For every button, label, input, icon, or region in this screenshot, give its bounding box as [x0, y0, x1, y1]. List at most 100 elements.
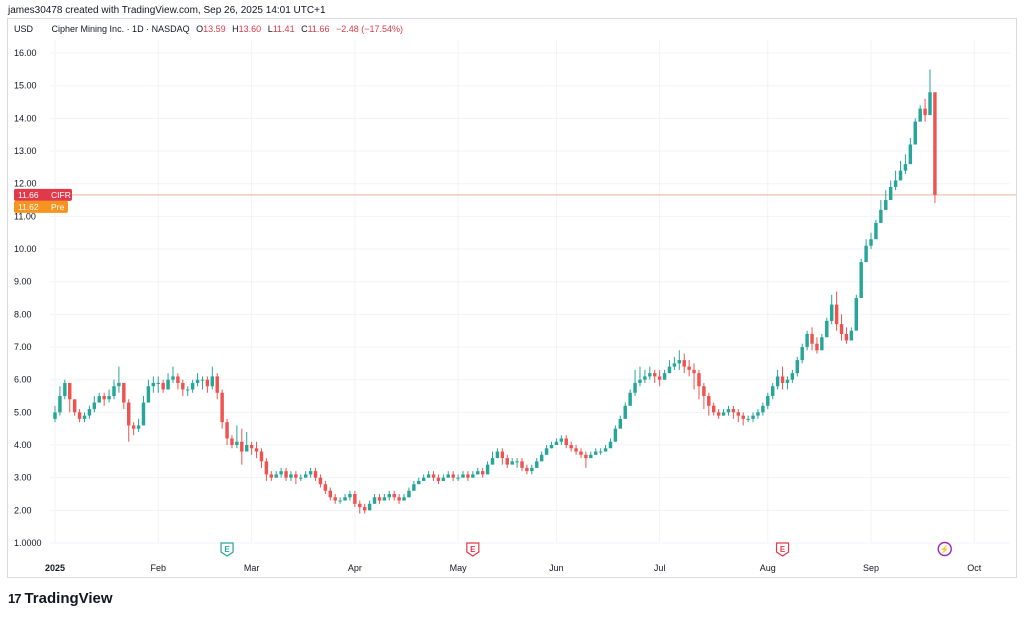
- x-tick-label: 2025: [45, 563, 65, 573]
- candle-body: [864, 245, 868, 263]
- candle-body: [362, 507, 367, 511]
- candle-body: [397, 497, 401, 501]
- candle-body: [702, 386, 706, 397]
- candle-body: [608, 441, 613, 449]
- candle-body: [151, 382, 156, 387]
- candle-body: [156, 382, 160, 384]
- candle-body: [564, 438, 568, 446]
- candle-body: [903, 164, 908, 171]
- candle-body: [284, 471, 288, 478]
- candle-body: [859, 262, 863, 299]
- candle-body: [874, 222, 878, 240]
- symbol-legend: USD Cipher Mining Inc. · 1D · NASDAQ O13…: [14, 24, 403, 34]
- candle-body: [82, 415, 87, 419]
- y-tick-label: 7.00: [14, 342, 32, 352]
- candle-body: [303, 474, 308, 478]
- y-tick-label: 8.00: [14, 309, 32, 319]
- brand-name: TradingView: [24, 590, 113, 607]
- candle-body: [426, 474, 431, 478]
- y-tick-label: 6.00: [14, 375, 32, 385]
- x-tick-label: May: [450, 563, 468, 573]
- currency-label: USD: [14, 24, 34, 34]
- last-price-value: 11.66: [18, 190, 39, 200]
- candle-body: [279, 471, 283, 475]
- candle-body: [377, 497, 382, 501]
- candle-body: [451, 474, 455, 478]
- candle-body: [353, 494, 357, 504]
- candle-body: [313, 471, 318, 478]
- candle-body: [431, 474, 436, 478]
- candle-body: [815, 343, 819, 351]
- candle-body: [136, 425, 141, 429]
- y-tick-label: 3.00: [14, 473, 32, 483]
- candle-body: [525, 467, 529, 472]
- candle-body: [510, 461, 514, 465]
- candle-body: [225, 422, 229, 439]
- candle-body: [500, 451, 505, 459]
- candle-body: [692, 369, 696, 374]
- tradingview-logo-icon: 17: [8, 591, 22, 606]
- dividend-event-label: E: [224, 545, 230, 554]
- candle-body: [77, 412, 82, 419]
- candle-body: [707, 396, 711, 406]
- low-label: L: [267, 24, 273, 34]
- y-tick-label: 2.00: [14, 505, 32, 515]
- candle-body: [318, 477, 323, 485]
- earnings-event-label: E: [780, 545, 786, 554]
- creator-line: james30478 created with TradingView.com,…: [8, 5, 326, 16]
- candle-body: [72, 399, 77, 413]
- candle-body: [495, 451, 500, 459]
- candle-body: [264, 461, 269, 475]
- earnings-event-icon: [466, 542, 480, 557]
- candle-body: [367, 503, 372, 511]
- candle-body: [584, 454, 588, 459]
- candle-body: [476, 471, 480, 475]
- candle-body: [879, 209, 883, 223]
- candle-body: [849, 330, 854, 341]
- candle-body: [854, 298, 858, 331]
- candle-body: [613, 428, 618, 442]
- candle-body: [682, 360, 686, 367]
- candle-body: [697, 373, 701, 387]
- candle-body: [638, 379, 642, 383]
- y-tick-label: 10.00: [14, 244, 37, 254]
- candle-body: [141, 402, 146, 426]
- candle-body: [869, 239, 873, 246]
- candle-body: [161, 382, 165, 390]
- earnings-event-label: E: [470, 545, 476, 554]
- candle-body: [176, 376, 180, 383]
- last-price-symbol: CIFR: [51, 190, 71, 200]
- candle-body: [122, 382, 126, 403]
- candle-body: [53, 412, 57, 419]
- candle-body: [893, 180, 898, 187]
- candle-body: [888, 186, 893, 201]
- candle-body: [746, 418, 750, 420]
- candle-body: [589, 454, 593, 459]
- candle-body: [884, 200, 888, 210]
- high-label: H: [232, 24, 239, 34]
- candle-body: [456, 477, 460, 479]
- candle-body: [328, 490, 333, 498]
- candle-body: [97, 396, 101, 403]
- candle-body: [643, 376, 647, 380]
- candle-body: [544, 448, 549, 455]
- x-tick-label: Oct: [967, 563, 982, 573]
- candle-body: [338, 500, 342, 502]
- candle-body: [618, 418, 623, 429]
- candle-body: [87, 409, 92, 416]
- candle-body: [68, 382, 72, 400]
- candle-body: [249, 445, 254, 449]
- high-value: 13.60: [238, 24, 262, 34]
- candle-body: [308, 471, 313, 475]
- y-tick-label: 15.00: [14, 81, 37, 91]
- symbol-description[interactable]: Cipher Mining Inc. · 1D · NASDAQ: [51, 24, 190, 34]
- x-tick-label: Feb: [150, 563, 166, 573]
- candle-body: [726, 409, 731, 413]
- candle-body: [299, 477, 303, 479]
- candle-body: [58, 396, 62, 413]
- y-tick-label: 1.0000: [14, 538, 42, 548]
- candle-body: [323, 484, 328, 491]
- candle-body: [672, 363, 677, 367]
- candle-body: [490, 458, 495, 465]
